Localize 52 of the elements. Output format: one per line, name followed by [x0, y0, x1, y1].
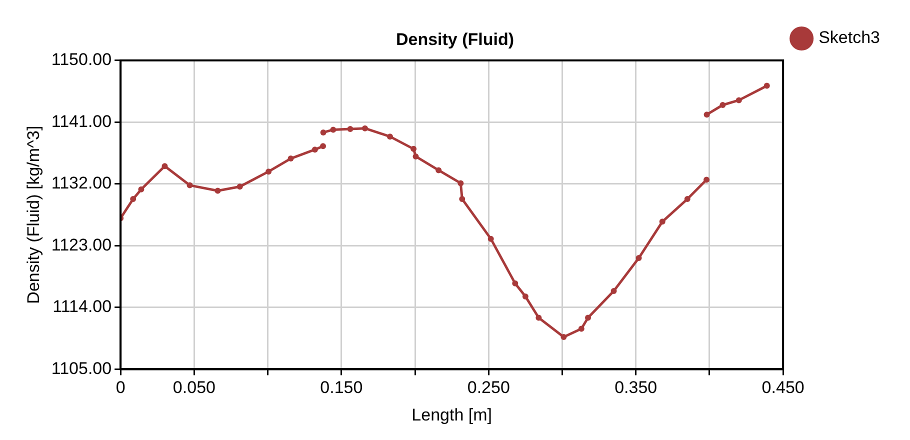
point — [536, 314, 542, 321]
point — [684, 196, 690, 202]
legend-label: Sketch3 — [818, 28, 880, 48]
point — [522, 293, 528, 300]
point — [458, 180, 464, 186]
point — [412, 153, 419, 160]
x-tick-label: 0.150 — [320, 378, 363, 398]
point — [704, 112, 710, 118]
point — [130, 196, 136, 202]
point — [162, 163, 168, 170]
point — [720, 102, 726, 108]
point — [488, 236, 494, 242]
point — [347, 126, 354, 132]
y-tick-label: 1132.00 — [51, 174, 112, 193]
point — [704, 176, 710, 183]
y-tick-label: 1123.00 — [51, 235, 112, 254]
point — [288, 156, 294, 162]
point — [330, 126, 336, 133]
point — [186, 182, 193, 188]
point — [320, 129, 326, 136]
x-tick-label: 0.050 — [172, 378, 216, 398]
point — [387, 134, 393, 140]
point — [138, 186, 144, 192]
y-tick-label: 1105.00 — [51, 358, 112, 378]
point — [560, 334, 567, 340]
point — [236, 184, 243, 190]
y-tick-label: 1141.00 — [51, 112, 112, 131]
point — [214, 188, 221, 194]
point — [636, 255, 642, 262]
y-tick-label: 1150.00 — [51, 50, 112, 70]
point — [512, 280, 518, 286]
x-tick-label: 0.450 — [762, 378, 804, 398]
point — [312, 146, 318, 153]
point — [659, 218, 666, 225]
x-tick-label: 0 — [116, 378, 126, 398]
y-tick-label: 1114.00 — [52, 297, 112, 316]
point — [320, 143, 326, 150]
point — [410, 146, 417, 152]
x-tick-label: 0.250 — [467, 378, 510, 398]
x-axis-title: Length [m] — [412, 405, 492, 424]
point — [585, 314, 592, 321]
chart-title: Density (Fluid) — [396, 30, 514, 49]
y-axis-title: Density (Fluid) [kg/m^3] — [24, 126, 43, 304]
point — [736, 97, 742, 104]
point — [610, 288, 617, 294]
x-tick-label: 0.350 — [614, 378, 658, 398]
point — [764, 82, 770, 89]
point — [266, 168, 272, 175]
point — [362, 125, 368, 132]
point — [578, 326, 584, 332]
point — [436, 167, 442, 174]
point — [459, 196, 466, 202]
